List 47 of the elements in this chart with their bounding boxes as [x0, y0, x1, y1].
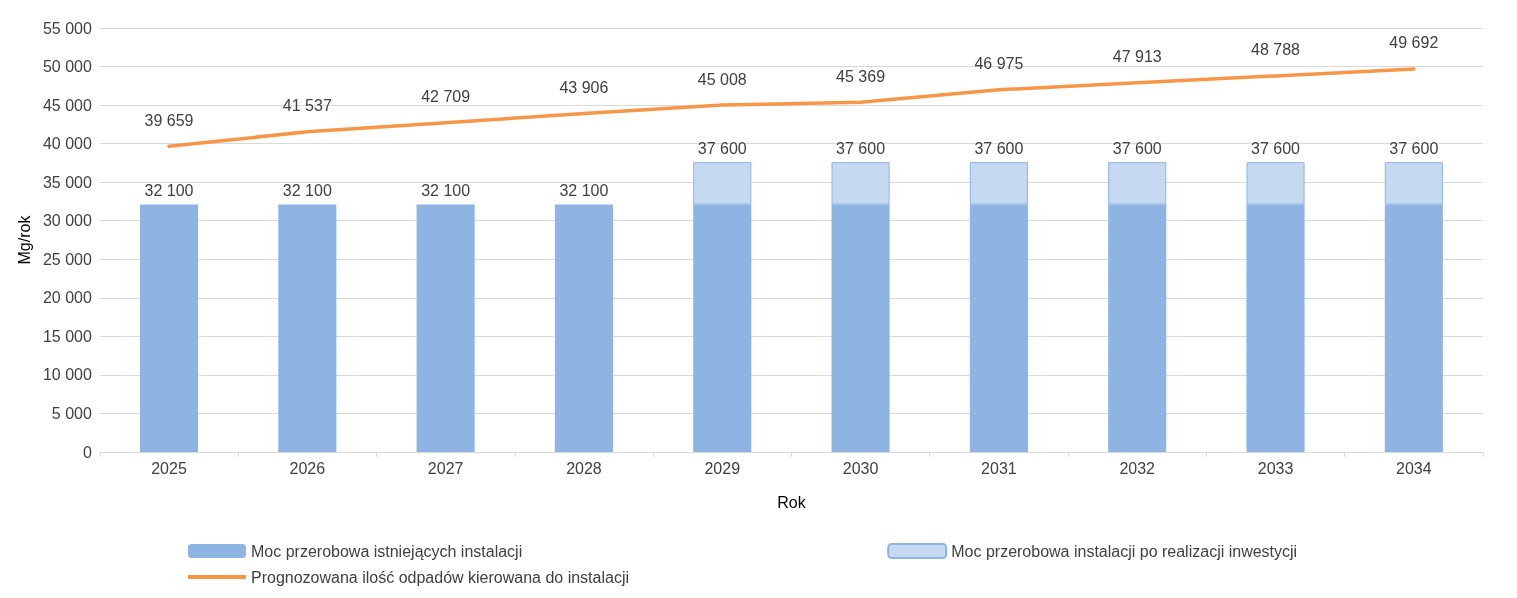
y-tick-label: 20 000: [42, 289, 92, 307]
x-tick-label: 2029: [704, 459, 741, 477]
total-label: 32 100: [421, 182, 471, 200]
x-tick-label: 2027: [427, 459, 464, 477]
data-label: 46 975: [974, 55, 1024, 73]
total-label: 32 100: [282, 182, 332, 200]
y-tick-label: 25 000: [42, 250, 92, 268]
x-tick-label: 2032: [1119, 459, 1156, 477]
y-tick-label: 35 000: [42, 173, 92, 191]
data-label: 49 692: [1389, 34, 1439, 52]
total-label: 32 100: [559, 182, 609, 200]
x-tick-label: 2028: [566, 459, 602, 477]
y-tick-label: 5 000: [51, 404, 92, 422]
x-tick-label: 2026: [289, 459, 326, 477]
total-label: 37 600: [1112, 139, 1162, 157]
legend-label: Prognozowana ilość odpadów kierowana do instalacji: [251, 568, 630, 586]
y-tick-label: 45 000: [42, 96, 92, 114]
x-tick-label: 2034: [1396, 459, 1432, 477]
total-label: 37 600: [836, 139, 886, 157]
data-label: 43 906: [559, 79, 609, 97]
total-label: 37 600: [1389, 139, 1439, 157]
y-axis-title: Mg/rok: [15, 214, 33, 265]
data-label: 39 659: [144, 111, 194, 129]
y-tick-label: 50 000: [42, 58, 92, 76]
total-label: 32 100: [144, 182, 194, 200]
y-tick-label: 40 000: [42, 135, 92, 153]
data-label: 48 788: [1251, 41, 1301, 59]
x-tick-label: 2033: [1257, 459, 1294, 477]
y-tick-label: 0: [82, 443, 92, 461]
legend-label: Moc przerobowa istniejących instalacji: [251, 542, 523, 560]
data-label: 47 913: [1112, 48, 1162, 66]
y-tick-label: 10 000: [42, 366, 92, 384]
total-label: 37 600: [974, 139, 1024, 157]
y-tick-label: 15 000: [42, 327, 92, 345]
data-label: 41 537: [282, 97, 332, 115]
data-label: 42 709: [421, 88, 471, 106]
x-tick-label: 2025: [151, 459, 187, 477]
total-label: 37 600: [697, 139, 747, 157]
total-label: 37 600: [1251, 139, 1301, 157]
y-tick-label: 30 000: [42, 212, 92, 230]
data-label: 45 369: [836, 67, 886, 85]
legend-label: Moc przerobowa instalacji po realizacji inwestycji: [951, 542, 1298, 560]
x-tick-label: 2031: [981, 459, 1017, 477]
x-tick-label: 2030: [842, 459, 879, 477]
y-tick-label: 55 000: [42, 19, 92, 37]
data-label: 45 008: [697, 70, 747, 88]
x-axis-title: Rok: [777, 493, 807, 511]
